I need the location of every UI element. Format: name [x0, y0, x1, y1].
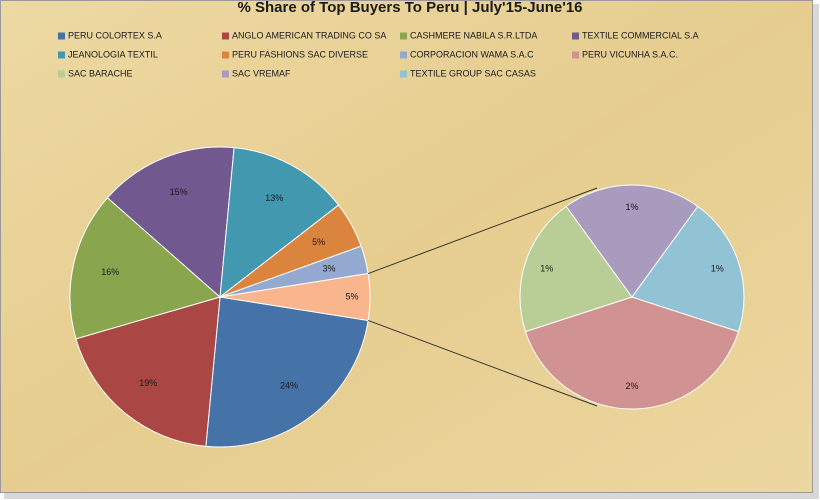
legend-label: JEANOLOGIA TEXTIL: [68, 49, 158, 59]
connector-line: [367, 187, 598, 275]
legend-swatch: [222, 32, 229, 40]
legend-swatch: [572, 51, 579, 59]
legend-label: TEXTILE GROUP SAC CASAS: [410, 68, 536, 78]
legend-swatch: [572, 32, 579, 40]
data-label: 1%: [540, 264, 553, 274]
legend-label: PERU VICUNHA S.A.C.: [582, 49, 678, 59]
pie-slice: [519, 205, 633, 333]
data-label: 1%: [711, 264, 724, 274]
legend-label: PERU FASHIONS SAC DIVERSE: [232, 49, 368, 59]
shadow: [813, 4, 819, 498]
legend-label: SAC VREMAF: [232, 68, 291, 78]
legend-swatch: [58, 51, 65, 59]
legend-swatch: [58, 32, 65, 40]
data-label: 2%: [625, 381, 638, 391]
data-label: 19%: [139, 378, 157, 388]
legend-label: ANGLO AMERICAN TRADING CO SA: [232, 30, 386, 40]
data-label: 5%: [312, 237, 325, 247]
data-label: 24%: [280, 380, 298, 390]
pie-slice: [205, 296, 369, 448]
data-label: 13%: [265, 193, 283, 203]
connector-line: [367, 319, 598, 407]
pie-slice: [69, 197, 222, 340]
shadow: [4, 493, 819, 499]
legend-swatch: [400, 51, 407, 59]
legend-label: TEXTILE COMMERCIAL S.A: [582, 30, 699, 40]
legend-label: PERU COLORTEX S.A: [68, 30, 162, 40]
data-label: 15%: [170, 187, 188, 197]
pie-slice: [565, 184, 699, 298]
chart-title: % Share of Top Buyers To Peru | July'15-…: [237, 0, 582, 16]
legend-swatch: [58, 70, 65, 78]
data-label: 5%: [345, 291, 358, 301]
legend-swatch: [222, 70, 229, 78]
legend-label: CORPORACION WAMA S.A.C: [410, 49, 534, 59]
pie-slice: [219, 147, 340, 299]
data-label: 3%: [322, 263, 335, 273]
legend-label: SAC BARACHE: [68, 68, 133, 78]
pie-slice: [75, 296, 221, 447]
data-label: 16%: [101, 267, 119, 277]
legend-swatch: [400, 32, 407, 40]
legend-swatch: [222, 51, 229, 59]
pie-slice: [106, 146, 235, 299]
data-label: 1%: [625, 202, 638, 212]
legend-swatch: [400, 70, 407, 78]
pie-slice: [219, 272, 371, 322]
legend-label: CASHMERE NABILA S.R.LTDA: [410, 30, 537, 40]
pie-slice: [524, 296, 740, 410]
pie-slice: [631, 205, 745, 333]
